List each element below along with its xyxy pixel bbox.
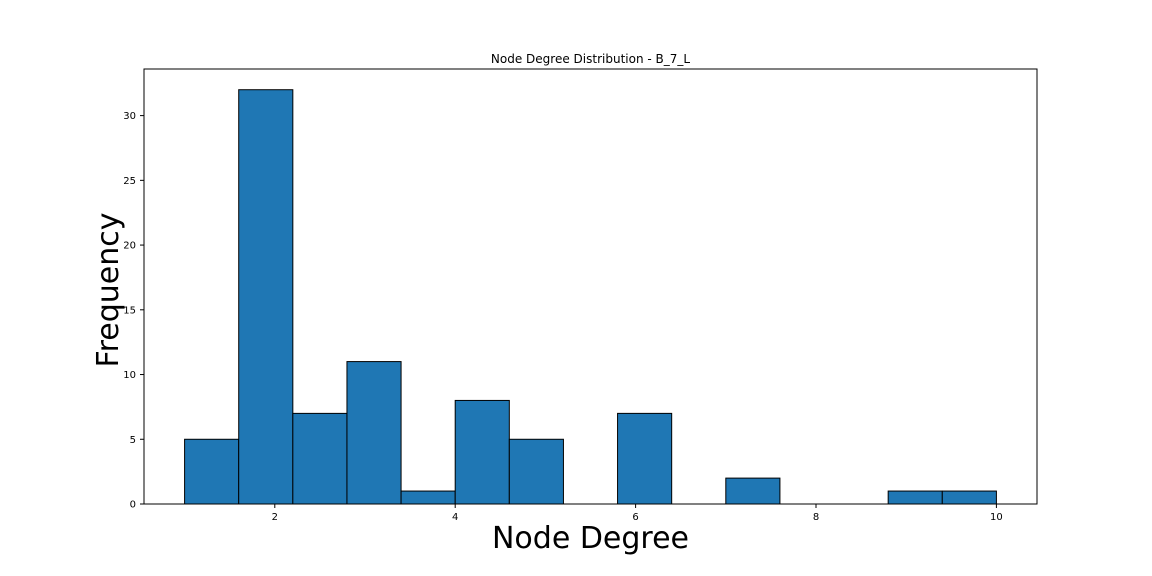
x-tick-label: 2 bbox=[272, 512, 278, 523]
y-tick-label: 25 bbox=[123, 176, 136, 187]
histogram-bar bbox=[454, 399, 510, 505]
histogram-bar bbox=[292, 412, 348, 505]
x-axis-label: Node Degree bbox=[492, 521, 689, 556]
bars-group bbox=[184, 89, 997, 505]
y-tick-label: 15 bbox=[123, 305, 136, 316]
y-tick-label: 0 bbox=[130, 500, 136, 511]
x-tick-label: 8 bbox=[813, 512, 819, 523]
histogram-bar bbox=[725, 477, 781, 505]
y-tick-label: 10 bbox=[123, 370, 136, 381]
y-tick-label: 20 bbox=[123, 241, 136, 252]
histogram-bar bbox=[400, 490, 456, 505]
y-axis-label: Frequency bbox=[91, 213, 126, 368]
histogram-bar bbox=[238, 89, 294, 505]
histogram-bar bbox=[346, 361, 402, 505]
histogram-bar bbox=[941, 490, 997, 505]
x-tick-label: 10 bbox=[990, 512, 1003, 523]
histogram-bar bbox=[617, 412, 673, 505]
x-tick-label: 4 bbox=[452, 512, 458, 523]
chart-title: Node Degree Distribution - B_7_L bbox=[491, 52, 690, 66]
x-axis-ticks: 2 4 6 8 10 bbox=[272, 504, 1003, 523]
x-tick-label: 6 bbox=[632, 512, 638, 523]
plot-frame bbox=[143, 68, 1038, 505]
y-tick-label: 30 bbox=[123, 111, 136, 122]
histogram-bar bbox=[508, 438, 564, 505]
y-axis-ticks: 0 5 10 15 20 25 30 bbox=[123, 111, 144, 511]
y-tick-label: 5 bbox=[130, 435, 136, 446]
histogram-bar bbox=[887, 490, 943, 505]
histogram-bar bbox=[184, 438, 240, 505]
